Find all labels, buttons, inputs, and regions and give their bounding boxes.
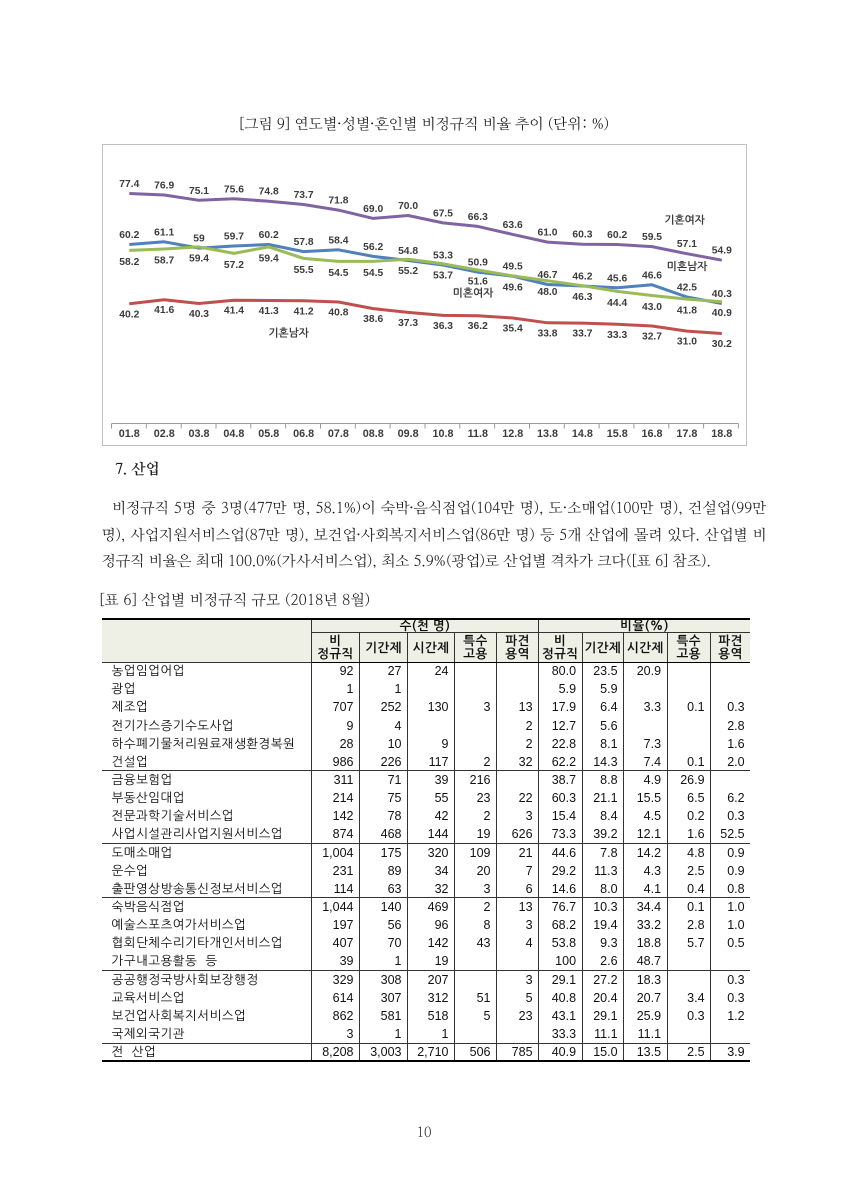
svg-text:75.1: 75.1 bbox=[188, 186, 208, 197]
svg-text:69.0: 69.0 bbox=[363, 204, 383, 215]
svg-text:57.2: 57.2 bbox=[223, 260, 243, 271]
svg-text:46.6: 46.6 bbox=[641, 270, 661, 281]
svg-text:59: 59 bbox=[193, 234, 205, 245]
svg-text:04.8: 04.8 bbox=[223, 428, 244, 440]
svg-text:11.8: 11.8 bbox=[467, 428, 487, 440]
svg-text:10.8: 10.8 bbox=[432, 428, 453, 440]
svg-text:41.6: 41.6 bbox=[154, 305, 174, 316]
svg-text:60.3: 60.3 bbox=[572, 230, 592, 241]
svg-text:17.8: 17.8 bbox=[676, 428, 697, 440]
svg-text:60.2: 60.2 bbox=[258, 230, 278, 241]
svg-text:32.7: 32.7 bbox=[641, 332, 661, 343]
svg-text:08.8: 08.8 bbox=[362, 428, 383, 440]
svg-text:75.6: 75.6 bbox=[223, 184, 243, 195]
svg-text:40.9: 40.9 bbox=[711, 308, 731, 319]
svg-text:41.8: 41.8 bbox=[676, 306, 696, 317]
svg-text:40.8: 40.8 bbox=[328, 308, 348, 319]
svg-text:73.7: 73.7 bbox=[293, 190, 313, 201]
svg-text:48.0: 48.0 bbox=[537, 287, 557, 298]
svg-text:40.3: 40.3 bbox=[711, 289, 731, 300]
svg-text:58.4: 58.4 bbox=[328, 235, 348, 246]
svg-text:57.8: 57.8 bbox=[293, 237, 313, 248]
svg-text:46.3: 46.3 bbox=[572, 292, 592, 303]
svg-text:05.8: 05.8 bbox=[258, 428, 279, 440]
svg-text:49.5: 49.5 bbox=[502, 262, 522, 273]
svg-text:54.9: 54.9 bbox=[711, 246, 731, 257]
svg-text:미혼여자: 미혼여자 bbox=[452, 287, 493, 299]
svg-text:14.8: 14.8 bbox=[571, 428, 592, 440]
svg-text:31.0: 31.0 bbox=[676, 337, 696, 348]
svg-text:41.4: 41.4 bbox=[223, 306, 243, 317]
svg-text:71.8: 71.8 bbox=[328, 196, 348, 207]
svg-text:41.3: 41.3 bbox=[258, 306, 278, 317]
svg-text:56.2: 56.2 bbox=[363, 242, 383, 253]
svg-text:59.4: 59.4 bbox=[258, 253, 278, 264]
svg-text:61.1: 61.1 bbox=[154, 227, 174, 238]
svg-text:59.7: 59.7 bbox=[223, 232, 243, 243]
svg-text:미혼남자: 미혼남자 bbox=[666, 260, 707, 272]
svg-text:33.8: 33.8 bbox=[537, 328, 557, 339]
svg-text:02.8: 02.8 bbox=[153, 428, 174, 440]
svg-text:12.8: 12.8 bbox=[502, 428, 523, 440]
svg-text:59.5: 59.5 bbox=[641, 232, 661, 243]
svg-text:38.6: 38.6 bbox=[363, 314, 383, 325]
svg-text:54.8: 54.8 bbox=[398, 246, 418, 257]
svg-text:61.0: 61.0 bbox=[537, 228, 557, 239]
svg-text:03.8: 03.8 bbox=[188, 428, 209, 440]
svg-text:기혼여자: 기혼여자 bbox=[664, 214, 705, 226]
svg-text:33.7: 33.7 bbox=[572, 329, 592, 340]
svg-text:15.8: 15.8 bbox=[606, 428, 627, 440]
svg-text:55.2: 55.2 bbox=[398, 266, 418, 277]
svg-text:45.6: 45.6 bbox=[607, 273, 627, 284]
svg-text:42.5: 42.5 bbox=[676, 283, 696, 294]
svg-text:16.8: 16.8 bbox=[641, 428, 662, 440]
svg-text:50.9: 50.9 bbox=[467, 258, 487, 269]
svg-text:58.2: 58.2 bbox=[119, 257, 139, 268]
svg-text:58.7: 58.7 bbox=[154, 256, 174, 267]
svg-text:30.2: 30.2 bbox=[711, 339, 731, 350]
svg-text:53.3: 53.3 bbox=[432, 251, 452, 262]
svg-text:60.2: 60.2 bbox=[119, 230, 139, 241]
svg-text:66.3: 66.3 bbox=[467, 212, 487, 223]
svg-text:35.4: 35.4 bbox=[502, 324, 522, 335]
svg-text:36.2: 36.2 bbox=[467, 321, 487, 332]
svg-text:74.8: 74.8 bbox=[258, 187, 278, 198]
svg-text:37.3: 37.3 bbox=[398, 318, 418, 329]
svg-text:18.8: 18.8 bbox=[711, 428, 732, 440]
svg-text:51.6: 51.6 bbox=[467, 277, 487, 288]
svg-text:46.7: 46.7 bbox=[537, 270, 557, 281]
svg-text:44.4: 44.4 bbox=[607, 298, 627, 309]
svg-text:01.8: 01.8 bbox=[118, 428, 139, 440]
svg-text:54.5: 54.5 bbox=[363, 268, 383, 279]
svg-text:13.8: 13.8 bbox=[536, 428, 557, 440]
svg-text:70.0: 70.0 bbox=[398, 201, 418, 212]
svg-text:09.8: 09.8 bbox=[397, 428, 418, 440]
svg-text:기혼남자: 기혼남자 bbox=[268, 327, 309, 339]
svg-text:77.4: 77.4 bbox=[119, 179, 139, 190]
svg-text:46.2: 46.2 bbox=[572, 272, 592, 283]
svg-text:55.5: 55.5 bbox=[293, 265, 313, 276]
svg-text:43.0: 43.0 bbox=[641, 302, 661, 313]
svg-text:49.6: 49.6 bbox=[502, 282, 522, 293]
svg-text:40.2: 40.2 bbox=[119, 309, 139, 320]
svg-text:63.6: 63.6 bbox=[502, 220, 522, 231]
svg-text:59.4: 59.4 bbox=[188, 253, 208, 264]
svg-text:33.3: 33.3 bbox=[607, 330, 627, 341]
svg-text:06.8: 06.8 bbox=[293, 428, 314, 440]
svg-text:57.1: 57.1 bbox=[676, 239, 696, 250]
svg-text:67.5: 67.5 bbox=[432, 208, 452, 219]
svg-text:41.2: 41.2 bbox=[293, 306, 313, 317]
svg-text:53.7: 53.7 bbox=[432, 270, 452, 281]
svg-text:60.2: 60.2 bbox=[607, 230, 627, 241]
svg-text:40.3: 40.3 bbox=[188, 309, 208, 320]
svg-text:07.8: 07.8 bbox=[327, 428, 348, 440]
svg-text:54.5: 54.5 bbox=[328, 268, 348, 279]
svg-text:76.9: 76.9 bbox=[154, 181, 174, 192]
svg-text:36.3: 36.3 bbox=[432, 321, 452, 332]
